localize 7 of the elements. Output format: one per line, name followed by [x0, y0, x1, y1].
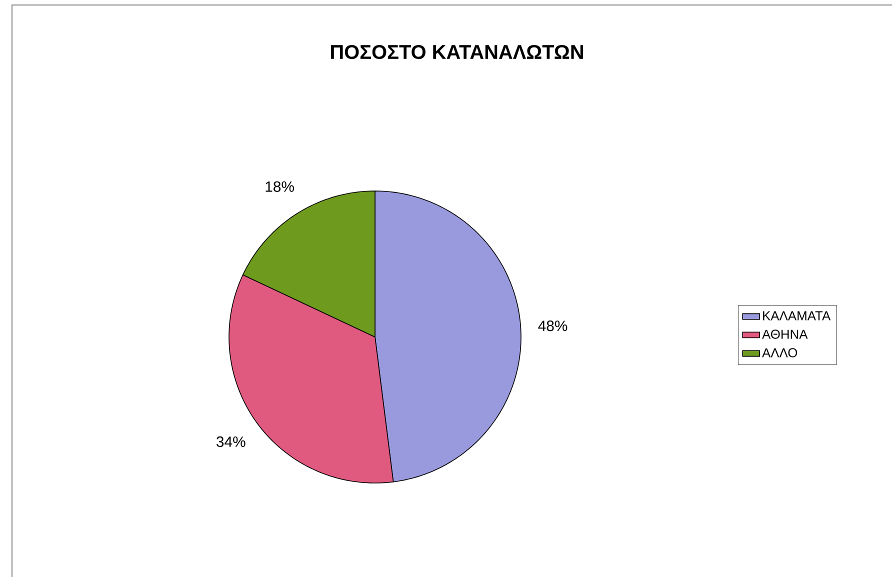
data-label: 18%	[266, 181, 294, 192]
data-label: 34%	[216, 436, 246, 447]
data-label: 48%	[538, 320, 568, 332]
legend-label: ΑΛΛΟ	[762, 348, 798, 358]
chart-title: ΠΟΣΟΣΤΟ ΚΑΤΑΝΑΛΩΤΩΝ	[331, 44, 583, 60]
legend-label: ΑΘΗΝΑ	[762, 330, 808, 339]
legend-label: ΚΑΛΑΜΑΤΑ	[763, 311, 831, 320]
